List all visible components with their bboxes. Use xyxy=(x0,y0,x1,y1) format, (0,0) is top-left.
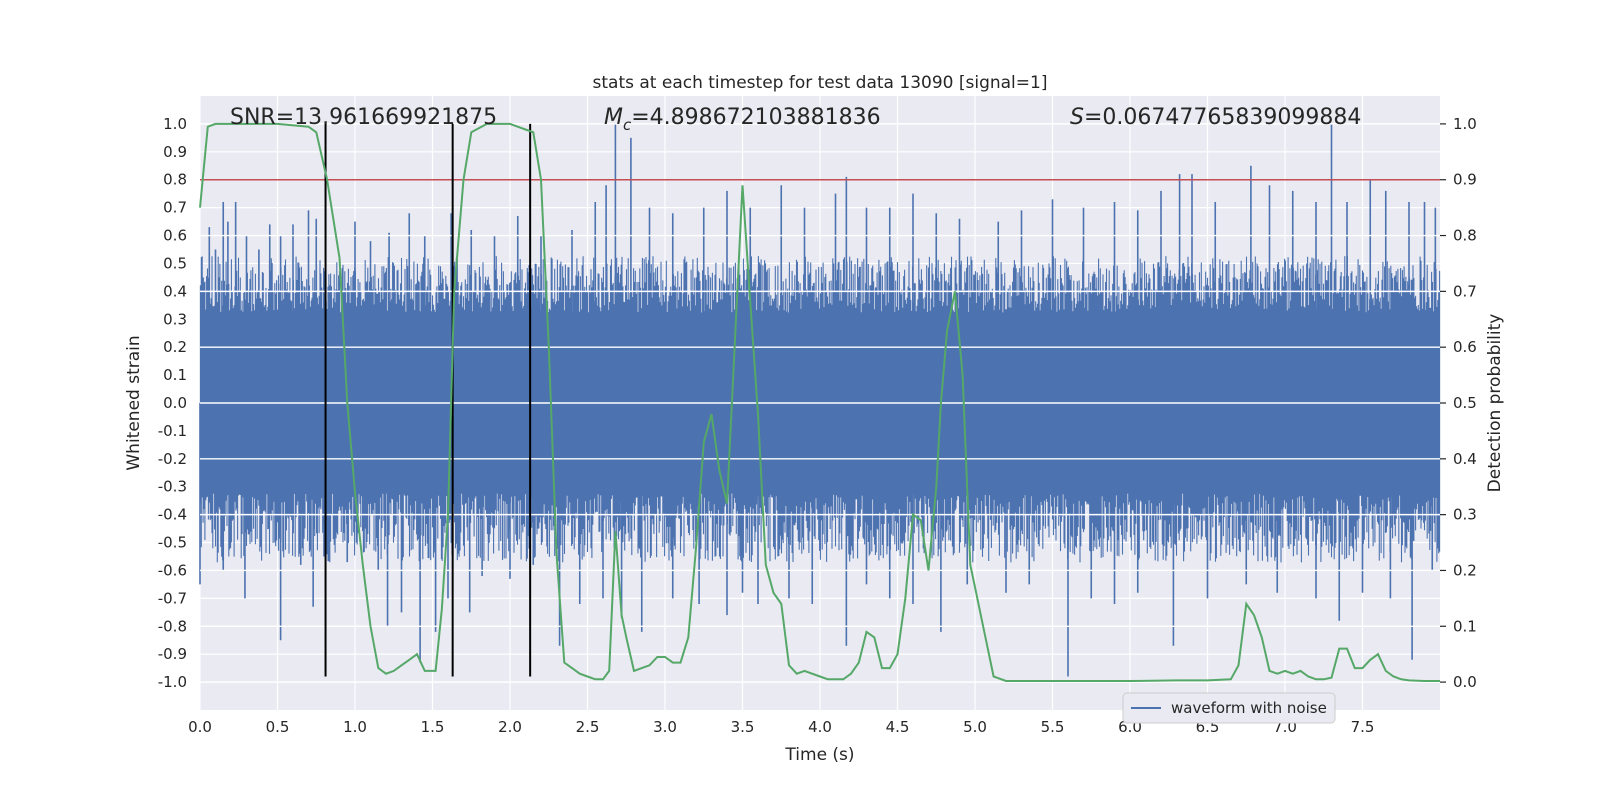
y-tick-label: 1.0 xyxy=(163,115,187,133)
waveform-noise xyxy=(199,256,1441,563)
x-tick-label: 0.5 xyxy=(266,718,290,736)
x-tick-label: 3.5 xyxy=(731,718,755,736)
x-tick-label: 4.5 xyxy=(886,718,910,736)
y-tick-label: 0.6 xyxy=(163,227,187,245)
snr-annotation: SNR=13.961669921875 xyxy=(230,105,497,130)
y-tick-label: 0.3 xyxy=(163,310,187,328)
y2-tick-label: 1.0 xyxy=(1453,115,1477,133)
x-tick-label: 5.5 xyxy=(1041,718,1065,736)
y2-tick-label: 0.0 xyxy=(1453,673,1477,691)
x-tick-label: 3.0 xyxy=(653,718,677,736)
y-tick-label: 0.0 xyxy=(163,394,187,412)
mc-subscript: c xyxy=(623,116,632,134)
x-tick-label: 4.0 xyxy=(808,718,832,736)
y-tick-label: -0.1 xyxy=(158,422,187,440)
x-axis-label: Time (s) xyxy=(784,745,854,765)
legend-box xyxy=(1122,692,1336,724)
chirp-mass-annotation: Mc=4.898672103881836 xyxy=(604,105,881,134)
vertical-markers xyxy=(324,123,532,677)
y-tick-label: -0.6 xyxy=(158,561,187,579)
y-tick-label: -1.0 xyxy=(158,673,187,691)
y-tick-label: 0.2 xyxy=(163,338,187,356)
y-tick-label: 0.7 xyxy=(163,199,187,217)
y-tick-label: -0.2 xyxy=(158,450,187,468)
chart-title: stats at each timestep for test data 130… xyxy=(593,73,1048,93)
y2-ticks: 1.0 0.9 0.8 0.7 0.6 0.5 0.4 0.3 0.2 0.1 0.0 xyxy=(1440,115,1477,691)
y2-tick-label: 0.6 xyxy=(1453,338,1477,356)
y-tick-label: -0.9 xyxy=(158,645,187,663)
y2-tick-label: 0.9 xyxy=(1453,171,1477,189)
legend-label: waveform with noise xyxy=(1171,699,1327,717)
y-tick-label: -0.4 xyxy=(158,506,187,524)
y-tick-label: 0.5 xyxy=(163,254,187,272)
spin-annotation: S=0.06747765839099884 xyxy=(1070,105,1361,130)
y2-axis-label: Detection probability xyxy=(1485,314,1505,493)
x-tick-label: 2.0 xyxy=(498,718,522,736)
y-tick-label: 0.4 xyxy=(163,282,187,300)
mc-value: =4.898672103881836 xyxy=(631,105,880,130)
y-tick-label: 0.8 xyxy=(163,171,187,189)
s-value: =0.06747765839099884 xyxy=(1084,105,1361,130)
x-tick-label: 2.5 xyxy=(576,718,600,736)
y-ticks: 1.0 0.9 0.8 0.7 0.6 0.5 0.4 0.3 0.2 0.1 0.0 -0.1 -0.… xyxy=(158,115,187,691)
y2-tick-label: 0.1 xyxy=(1453,617,1477,635)
y-tick-label: -0.3 xyxy=(158,478,187,496)
y-tick-label: -0.5 xyxy=(158,534,187,552)
y2-tick-label: 0.3 xyxy=(1453,506,1477,524)
x-tick-label: 5.0 xyxy=(963,718,987,736)
waveform-series xyxy=(199,123,1441,677)
x-tick-label: 1.0 xyxy=(343,718,367,736)
y2-tick-label: 0.4 xyxy=(1453,450,1477,468)
y-tick-label: 0.9 xyxy=(163,143,187,161)
y-tick-label: -0.8 xyxy=(158,617,187,635)
s-symbol: S xyxy=(1070,105,1084,130)
y2-tick-label: 0.7 xyxy=(1453,282,1477,300)
y2-grid xyxy=(200,123,1440,683)
y2-tick-label: 0.5 xyxy=(1453,394,1477,412)
y-axis-label: Whitened strain xyxy=(124,335,144,470)
x-tick-label: 1.5 xyxy=(421,718,445,736)
x-tick-label: 0.0 xyxy=(188,718,212,736)
probability-series xyxy=(199,122,1440,682)
x-tick-label: 7.5 xyxy=(1351,718,1375,736)
y-tick-label: 0.1 xyxy=(163,366,187,384)
y2-tick-label: 0.2 xyxy=(1453,561,1477,579)
legend: waveform with noise xyxy=(1122,692,1336,724)
y-tick-label: -0.7 xyxy=(158,589,187,607)
y2-tick-label: 0.8 xyxy=(1453,227,1477,245)
mc-symbol: M xyxy=(604,105,623,130)
